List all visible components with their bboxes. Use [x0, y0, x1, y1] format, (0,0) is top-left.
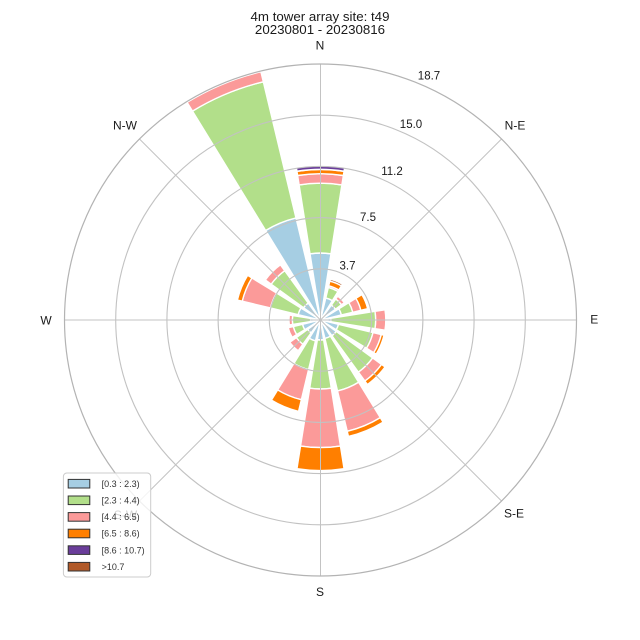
svg-text:N: N	[316, 38, 325, 52]
svg-text:W: W	[40, 313, 52, 327]
svg-text:20230801 - 20230816: 20230801 - 20230816	[255, 22, 385, 37]
svg-text:E: E	[590, 312, 598, 326]
svg-text:3.7: 3.7	[340, 261, 356, 273]
svg-text:18.7: 18.7	[418, 71, 440, 83]
svg-text:S-E: S-E	[504, 506, 524, 520]
svg-text:7.5: 7.5	[360, 212, 376, 224]
svg-text:[6.5 : 8.6): [6.5 : 8.6)	[102, 529, 140, 539]
svg-text:11.2: 11.2	[381, 166, 403, 178]
svg-text:[4.4 : 6.5): [4.4 : 6.5)	[102, 512, 140, 522]
svg-text:4m tower array site: t49: 4m tower array site: t49	[251, 9, 390, 24]
svg-text:>10.7: >10.7	[102, 562, 125, 572]
svg-text:15.0: 15.0	[400, 119, 422, 131]
svg-text:N-E: N-E	[505, 118, 526, 132]
svg-text:N-W: N-W	[113, 118, 138, 132]
svg-text:[2.3 : 4.4): [2.3 : 4.4)	[102, 496, 140, 506]
svg-text:[8.6 : 10.7): [8.6 : 10.7)	[102, 545, 145, 555]
svg-text:[0.3 : 2.3): [0.3 : 2.3)	[102, 479, 140, 489]
svg-text:S: S	[316, 585, 324, 599]
